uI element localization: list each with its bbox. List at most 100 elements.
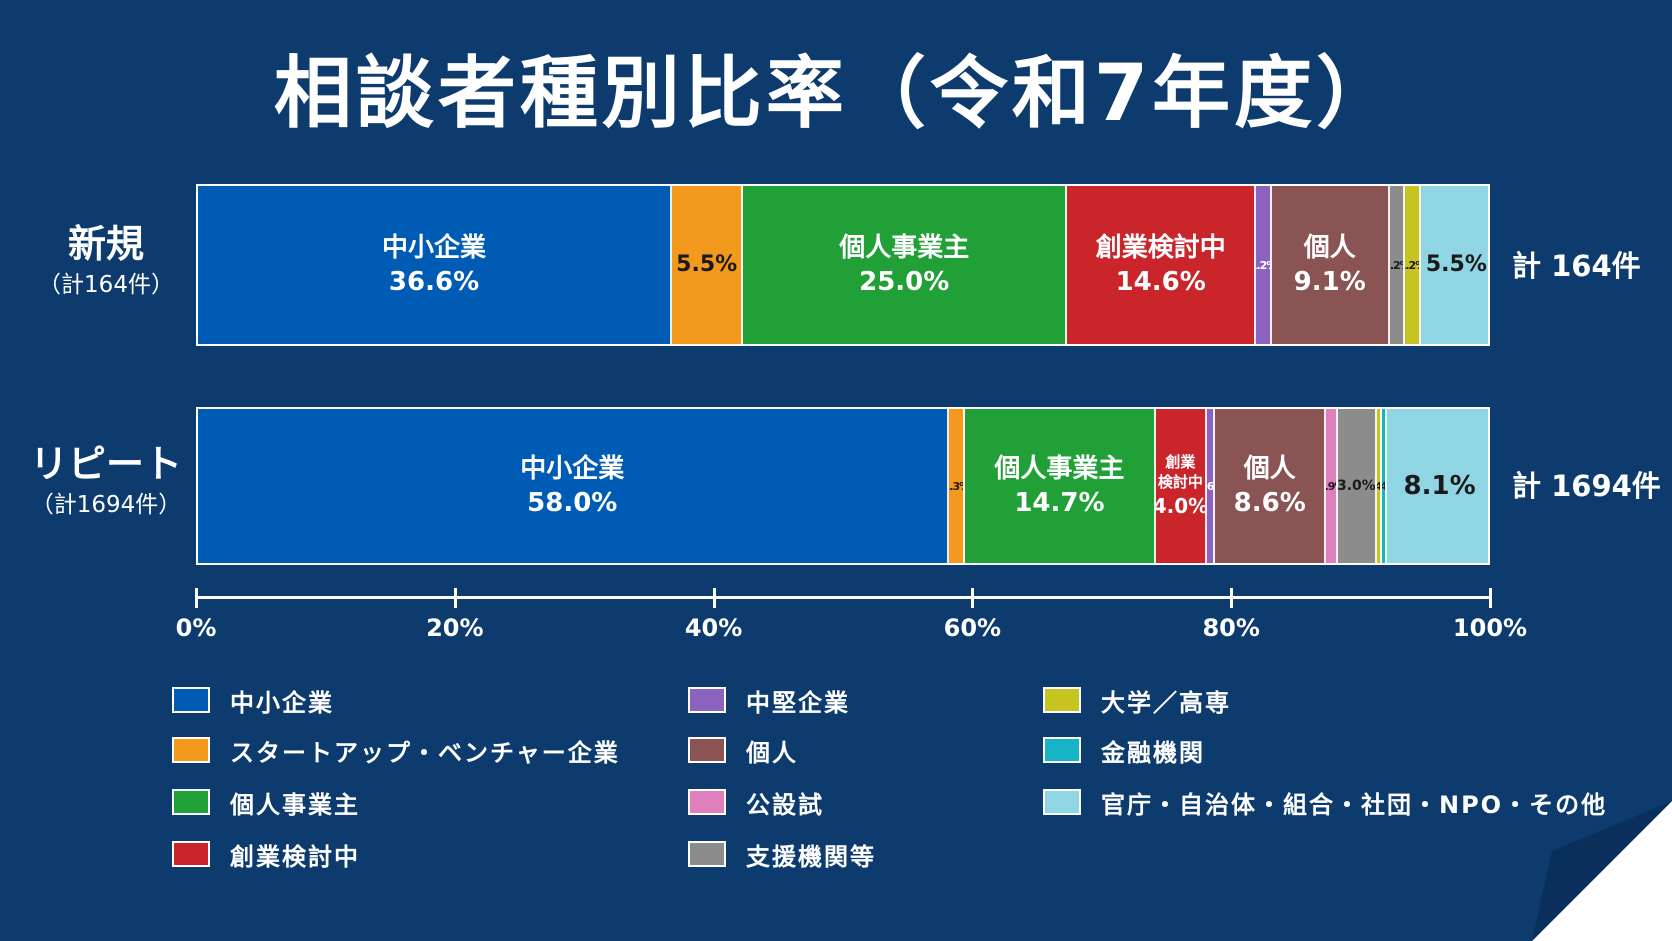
bar-segment: 個人事業主 25.0% <box>743 186 1068 344</box>
row-subtitle: （計164件） <box>38 272 174 298</box>
x-axis-tick-label: 80% <box>1202 614 1260 642</box>
bar-segment: 個人事業主 14.7% <box>965 409 1156 563</box>
bar-segment: 0.4% <box>1376 409 1382 563</box>
data-label: 5.5% <box>676 252 738 277</box>
data-label: 9.1% <box>1293 267 1366 297</box>
bar-segment: 1.3% <box>948 409 966 563</box>
x-axis-tick <box>1230 588 1234 608</box>
x-axis-tick <box>195 588 198 608</box>
legend-swatch <box>172 737 210 763</box>
data-label: 14.7% <box>1014 488 1105 518</box>
row-total-new: 計 164件 <box>1512 249 1641 283</box>
legend-swatch <box>688 841 726 867</box>
legend-item: 大学／高専 <box>1043 684 1231 717</box>
data-label: 3.0% <box>1338 478 1376 494</box>
page-curl-decoration <box>1532 801 1672 941</box>
data-label: 0.9% <box>1326 479 1336 493</box>
bar-segment: 中小企業 58.0% <box>198 409 949 563</box>
data-label: 36.6% <box>388 267 480 297</box>
data-label: 8.6% <box>1233 488 1306 518</box>
segment-name: 創業 検討中 <box>1157 453 1203 491</box>
legend-swatch <box>1043 737 1081 763</box>
segment-name: 個人 <box>1303 233 1356 263</box>
bar-segment: 0.9% <box>1326 409 1338 563</box>
segment-name: 個人事業主 <box>839 233 970 263</box>
legend-item: 公設試 <box>688 786 824 819</box>
bar-segment: 3.0% <box>1338 409 1377 563</box>
data-label: 14.6% <box>1115 267 1206 297</box>
data-label: 1.3% <box>949 479 964 493</box>
legend-label: 創業検討中 <box>230 842 360 871</box>
chart-title: 相談者種別比率（令和7年度） <box>273 49 1399 139</box>
data-label: 0.4% <box>1377 477 1380 496</box>
x-axis-tick <box>453 588 457 608</box>
stacked-bar-repeat: 中小企業 58.0% 1.3% 個人事業主 14.7% 創業 検討中 4.0%0.6% 個人 8… <box>196 407 1490 565</box>
legend-label: 官庁・自治体・組合・社団・NPO・その他 <box>1101 790 1608 819</box>
bar-segment: 5.5% <box>1420 186 1488 344</box>
row-label-repeat: リピート （計1694件） <box>0 442 212 520</box>
segment-name: 中小企業 <box>520 454 625 484</box>
data-label: 25.0% <box>859 267 950 297</box>
x-axis-tick-label: 0% <box>175 614 217 642</box>
bar-segment: 1.2% <box>1389 186 1406 344</box>
segment-name: 中小企業 <box>382 233 487 263</box>
legend-swatch <box>172 789 210 815</box>
segment-name: 創業検討中 <box>1095 233 1226 263</box>
segment-name: 個人事業主 <box>994 454 1125 484</box>
data-label: 0.4% <box>1382 477 1385 496</box>
bar-segment: 5.5% <box>672 186 744 344</box>
bar-segment: 1.2% <box>1256 186 1272 344</box>
data-label: 1.2% <box>1256 258 1270 272</box>
legend-swatch <box>172 841 210 867</box>
legend-label: 中堅企業 <box>746 688 850 717</box>
row-label-new: 新規 （計164件） <box>0 222 212 300</box>
legend-label: 個人 <box>746 738 798 767</box>
legend-item: 金融機関 <box>1043 734 1205 767</box>
legend-label: 中小企業 <box>230 688 334 717</box>
bar-segment: 中小企業 36.6% <box>198 186 673 344</box>
legend-item: 創業検討中 <box>172 838 360 871</box>
legend-item: 個人 <box>688 734 798 767</box>
legend-label: 金融機関 <box>1101 738 1205 767</box>
legend-item: 中小企業 <box>172 684 334 717</box>
data-label: 4.0% <box>1155 494 1208 518</box>
segment-name: 個人 <box>1243 454 1296 484</box>
legend-swatch <box>172 687 210 713</box>
row-name: リピート <box>29 442 182 486</box>
data-label: 5.5% <box>1425 252 1487 277</box>
legend-label: 支援機関等 <box>746 842 876 871</box>
legend-swatch <box>1043 789 1081 815</box>
stacked-bar-new: 中小企業 36.6% 5.5% 個人事業主 25.0% 創業検討中 14.6% 1.2% 個人 9… <box>196 184 1490 346</box>
data-label: 1.2% <box>1405 258 1419 272</box>
x-axis-tick <box>1489 588 1492 608</box>
x-axis-tick-label: 100% <box>1452 614 1528 642</box>
x-axis-tick-label: 20% <box>426 614 484 642</box>
bar-segment: 個人 8.6% <box>1215 409 1327 563</box>
bar-segment: 1.2% <box>1405 186 1421 344</box>
legend-swatch <box>1043 687 1081 713</box>
legend-label: 公設試 <box>746 790 824 819</box>
legend-item: 中堅企業 <box>688 684 850 717</box>
bar-segment: 創業検討中 14.6% <box>1067 186 1257 344</box>
x-axis <box>195 588 1492 618</box>
row-name: 新規 <box>67 222 144 266</box>
x-axis-line <box>196 596 1490 599</box>
x-axis-tick-label: 60% <box>943 614 1002 642</box>
page-curl-fold <box>1532 801 1672 941</box>
bar-segment: 8.1% <box>1387 409 1488 563</box>
data-label: 0.6% <box>1207 479 1214 493</box>
x-axis-tick <box>971 588 975 608</box>
legend-swatch <box>688 789 726 815</box>
legend-item: 支援機関等 <box>688 838 876 871</box>
data-label: 58.0% <box>527 488 618 518</box>
bar-segment: 0.6% <box>1207 409 1216 563</box>
legend-swatch <box>688 687 726 713</box>
legend-label: 個人事業主 <box>230 790 360 819</box>
bar-segment: 創業 検討中 4.0% <box>1155 409 1208 563</box>
bar-segment: 0.4% <box>1382 409 1388 563</box>
legend-label: スタートアップ・ベンチャー企業 <box>230 738 620 767</box>
legend-item: 官庁・自治体・組合・社団・NPO・その他 <box>1043 786 1608 819</box>
row-subtitle: （計1694件） <box>30 492 182 518</box>
row-total-repeat: 計 1694件 <box>1512 469 1661 503</box>
legend-label: 大学／高専 <box>1101 688 1231 717</box>
